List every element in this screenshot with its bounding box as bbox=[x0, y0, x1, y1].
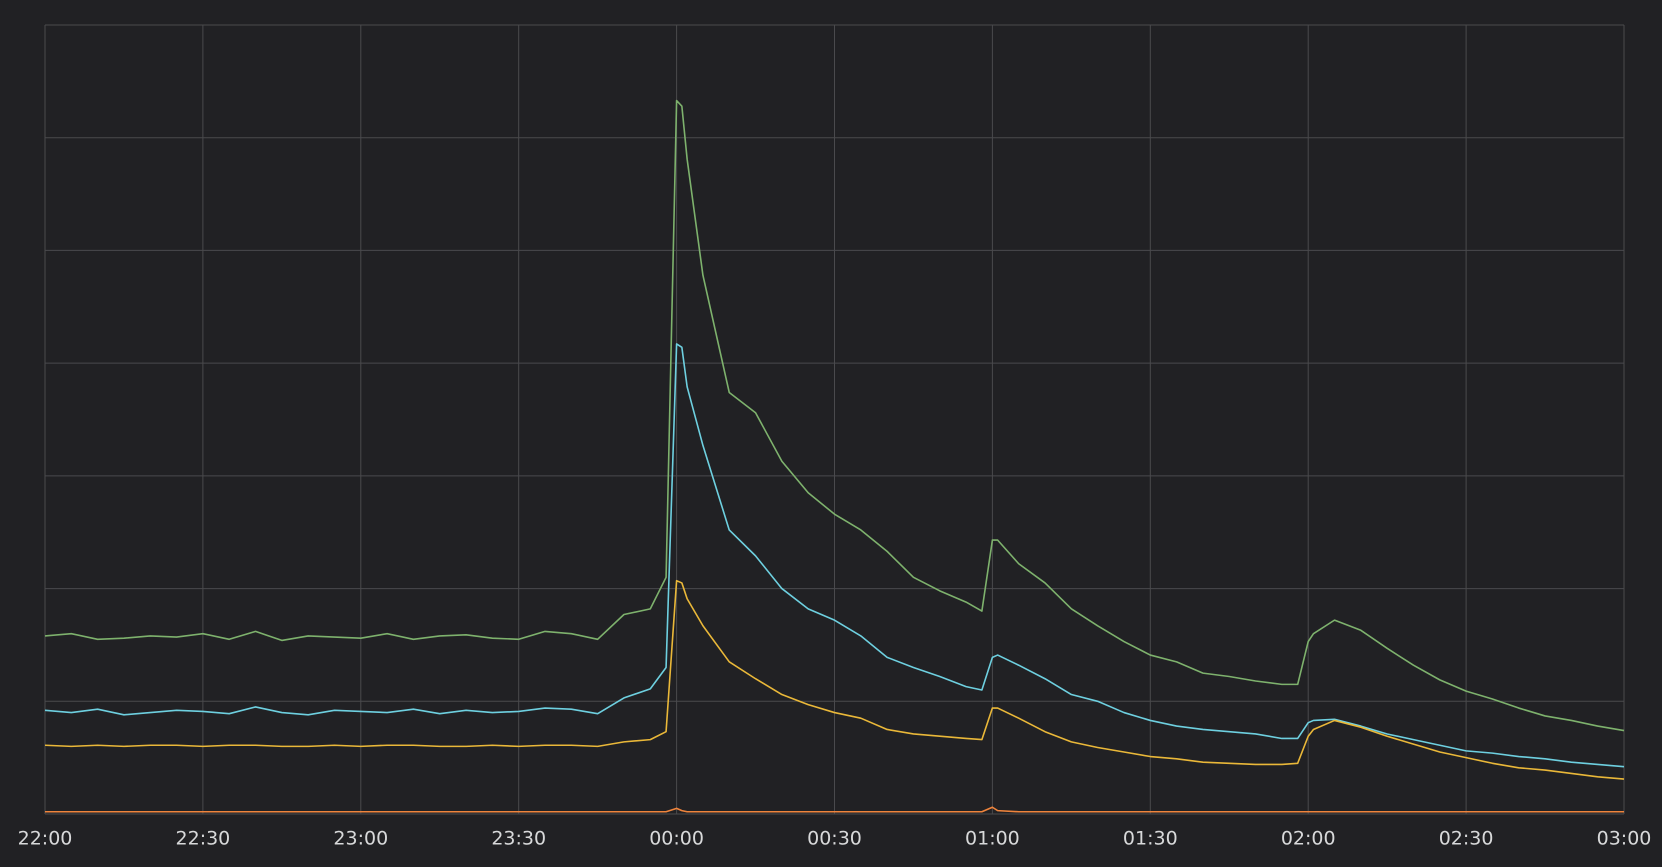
x-tick-label: 02:30 bbox=[1439, 828, 1494, 850]
x-tick-label: 00:30 bbox=[807, 828, 862, 850]
x-tick-label: 22:00 bbox=[18, 828, 73, 850]
x-tick-label: 23:00 bbox=[333, 828, 388, 850]
x-tick-label: 23:30 bbox=[491, 828, 546, 850]
x-tick-label: 00:00 bbox=[649, 828, 704, 850]
series-line bbox=[44, 343, 1625, 768]
x-tick-label: 22:30 bbox=[176, 828, 231, 850]
series-line bbox=[44, 99, 1625, 732]
x-tick-label: 01:30 bbox=[1123, 828, 1178, 850]
x-tick-label: 03:00 bbox=[1597, 828, 1652, 850]
series-line bbox=[44, 579, 1625, 780]
series-line bbox=[45, 806, 1624, 813]
x-tick-label: 01:00 bbox=[965, 828, 1020, 850]
x-tick-label: 02:00 bbox=[1281, 828, 1336, 850]
